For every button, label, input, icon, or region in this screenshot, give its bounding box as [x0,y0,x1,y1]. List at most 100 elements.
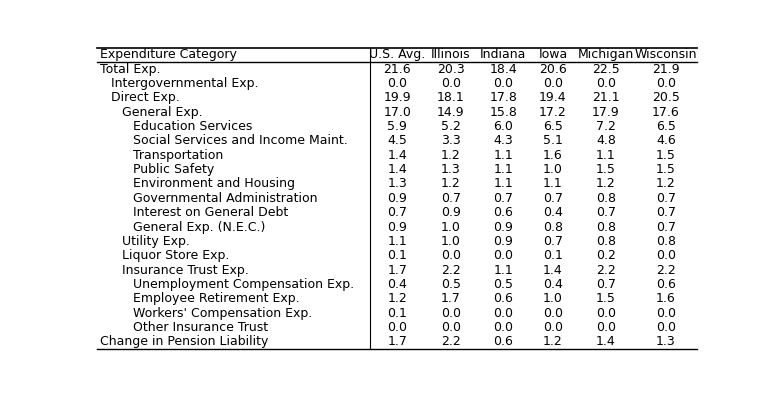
Text: 1.1: 1.1 [493,264,513,277]
Text: 20.6: 20.6 [539,63,567,76]
Text: Workers' Compensation Exp.: Workers' Compensation Exp. [133,306,312,320]
Text: 0.0: 0.0 [596,77,616,90]
Text: 0.0: 0.0 [656,77,676,90]
Text: 6.0: 6.0 [493,120,513,133]
Text: 0.2: 0.2 [596,249,616,262]
Text: 0.1: 0.1 [543,249,563,262]
Text: 0.7: 0.7 [596,206,616,219]
Text: 0.0: 0.0 [441,306,461,320]
Text: 0.0: 0.0 [596,306,616,320]
Text: 7.2: 7.2 [596,120,616,133]
Text: 1.6: 1.6 [543,149,563,162]
Text: Insurance Trust Exp.: Insurance Trust Exp. [122,264,248,277]
Text: 20.3: 20.3 [437,63,465,76]
Text: 20.5: 20.5 [652,91,680,104]
Text: 0.0: 0.0 [441,77,461,90]
Text: 1.7: 1.7 [387,335,407,348]
Text: 0.0: 0.0 [543,321,563,334]
Text: 1.1: 1.1 [493,149,513,162]
Text: 4.5: 4.5 [387,135,407,147]
Text: Governmental Administration: Governmental Administration [133,192,317,205]
Text: Unemployment Compensation Exp.: Unemployment Compensation Exp. [133,278,354,291]
Text: Expenditure Category: Expenditure Category [101,48,237,61]
Text: 1.1: 1.1 [388,235,407,248]
Text: 1.1: 1.1 [493,163,513,176]
Text: 0.8: 0.8 [656,235,676,248]
Text: 1.2: 1.2 [441,177,461,191]
Text: 0.1: 0.1 [387,249,407,262]
Text: Direct Exp.: Direct Exp. [111,91,180,104]
Text: 0.7: 0.7 [656,206,676,219]
Text: 0.7: 0.7 [387,206,407,219]
Text: U.S. Avg.: U.S. Avg. [369,48,426,61]
Text: 0.7: 0.7 [543,235,563,248]
Text: Education Services: Education Services [133,120,252,133]
Text: 0.7: 0.7 [656,221,676,233]
Text: 17.9: 17.9 [592,106,620,119]
Text: 1.2: 1.2 [596,177,616,191]
Text: 0.6: 0.6 [493,206,513,219]
Text: 0.0: 0.0 [387,77,407,90]
Text: 0.0: 0.0 [596,321,616,334]
Text: 1.2: 1.2 [656,177,676,191]
Text: 0.6: 0.6 [493,292,513,305]
Text: 1.4: 1.4 [596,335,616,348]
Text: 0.8: 0.8 [596,235,616,248]
Text: 1.6: 1.6 [656,292,676,305]
Text: 19.4: 19.4 [539,91,567,104]
Text: 0.9: 0.9 [441,206,461,219]
Text: 1.5: 1.5 [656,149,676,162]
Text: 18.1: 18.1 [437,91,465,104]
Text: Environment and Housing: Environment and Housing [133,177,295,191]
Text: 1.0: 1.0 [543,163,563,176]
Text: 0.0: 0.0 [493,77,513,90]
Text: 0.9: 0.9 [387,221,407,233]
Text: 0.8: 0.8 [543,221,563,233]
Text: Employee Retirement Exp.: Employee Retirement Exp. [133,292,300,305]
Text: 0.0: 0.0 [493,249,513,262]
Text: 2.2: 2.2 [596,264,616,277]
Text: 0.5: 0.5 [441,278,461,291]
Text: 14.9: 14.9 [437,106,464,119]
Text: 1.4: 1.4 [388,163,407,176]
Text: 21.1: 21.1 [592,91,620,104]
Text: 0.9: 0.9 [493,221,513,233]
Text: Other Insurance Trust: Other Insurance Trust [133,321,268,334]
Text: 0.8: 0.8 [596,192,616,205]
Text: General Exp. (N.E.C.): General Exp. (N.E.C.) [133,221,265,233]
Text: 1.2: 1.2 [543,335,563,348]
Text: 2.2: 2.2 [441,264,461,277]
Text: Social Services and Income Maint.: Social Services and Income Maint. [133,135,348,147]
Text: 4.6: 4.6 [656,135,676,147]
Text: 17.6: 17.6 [652,106,680,119]
Text: 21.9: 21.9 [652,63,680,76]
Text: 5.1: 5.1 [543,135,563,147]
Text: 0.6: 0.6 [656,278,676,291]
Text: Utility Exp.: Utility Exp. [122,235,190,248]
Text: 6.5: 6.5 [543,120,563,133]
Text: 0.8: 0.8 [596,221,616,233]
Text: 1.5: 1.5 [596,292,616,305]
Text: 0.4: 0.4 [543,278,563,291]
Text: Intergovernmental Exp.: Intergovernmental Exp. [111,77,259,90]
Text: Michigan: Michigan [578,48,634,61]
Text: Wisconsin: Wisconsin [635,48,697,61]
Text: Indiana: Indiana [480,48,526,61]
Text: 0.9: 0.9 [387,192,407,205]
Text: 0.0: 0.0 [493,306,513,320]
Text: Transportation: Transportation [133,149,223,162]
Text: Liquor Store Exp.: Liquor Store Exp. [122,249,229,262]
Text: 1.3: 1.3 [441,163,461,176]
Text: 5.2: 5.2 [441,120,461,133]
Text: 0.1: 0.1 [387,306,407,320]
Text: 0.7: 0.7 [656,192,676,205]
Text: 1.0: 1.0 [441,235,461,248]
Text: 1.2: 1.2 [441,149,461,162]
Text: 17.2: 17.2 [539,106,567,119]
Text: 0.0: 0.0 [493,321,513,334]
Text: 17.8: 17.8 [489,91,517,104]
Text: 0.7: 0.7 [441,192,461,205]
Text: 22.5: 22.5 [592,63,620,76]
Text: 0.0: 0.0 [387,321,407,334]
Text: 1.2: 1.2 [388,292,407,305]
